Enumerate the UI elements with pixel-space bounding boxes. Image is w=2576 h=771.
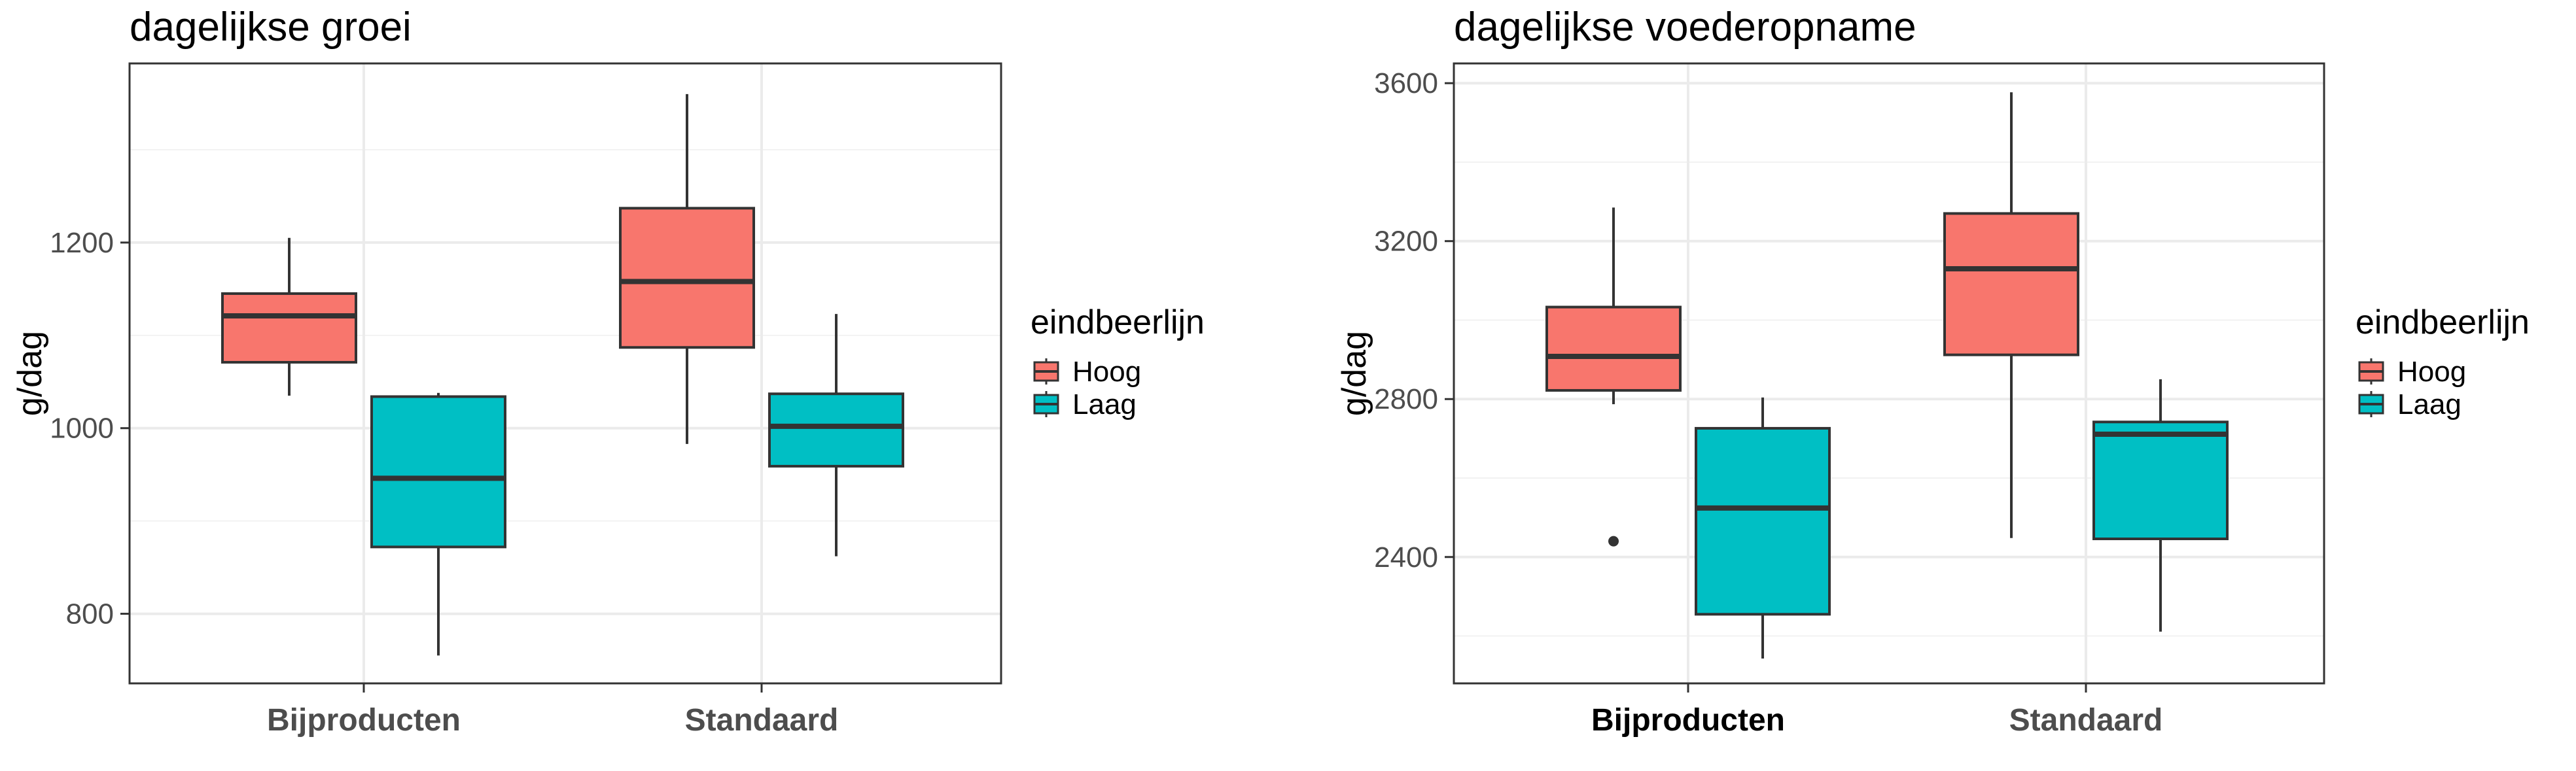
box-laag-standaard	[2092, 379, 2229, 632]
legend-label: Laag	[1072, 388, 1137, 420]
box-hoog-standaard	[619, 94, 755, 444]
box-body	[619, 207, 755, 349]
box-hoog-standaard	[1943, 92, 2079, 538]
box-body	[768, 392, 904, 468]
y-tick-label: 3200	[1374, 226, 1438, 258]
x-tick-label: Standaard	[685, 703, 839, 738]
legend-label: Hoog	[2397, 356, 2466, 388]
y-tick-label: 2400	[1374, 541, 1438, 574]
box-body	[221, 292, 357, 364]
legend-key-laag	[1033, 391, 1059, 417]
y-tick-label: 3600	[1374, 67, 1438, 99]
x-tick-label: Bijproducten	[267, 703, 461, 738]
y-tick-label: 1200	[50, 227, 114, 259]
box-body	[370, 395, 506, 549]
chart-title: dagelijkse voederopname	[1454, 5, 1916, 50]
y-tick-label: 2800	[1374, 383, 1438, 415]
box-body	[1943, 212, 2079, 356]
box-hoog-bijproducten	[221, 237, 357, 396]
box-body	[1695, 426, 1831, 616]
y-tick-label: 800	[66, 598, 114, 630]
chart-title: dagelijkse groei	[130, 5, 412, 50]
box-body	[1545, 305, 1682, 392]
x-tick-label: Bijproducten	[1591, 703, 1785, 738]
legend-label: Laag	[2397, 388, 2461, 420]
outlier-point	[1608, 536, 1619, 547]
box-laag-standaard	[768, 314, 904, 557]
plot-area	[130, 63, 1001, 683]
plot-border	[128, 62, 1002, 685]
chart-panel-1: dagelijkse groei 800 1000 1200 Bijproducten S…	[11, 5, 1205, 738]
y-tick-label: 1000	[50, 413, 114, 445]
box-laag-bijproducten	[1695, 397, 1831, 659]
box-body	[2092, 420, 2229, 541]
plot-border	[1453, 62, 2325, 685]
box-laag-bijproducten	[370, 392, 506, 656]
legend-title: eindbeerlijn	[1031, 303, 1205, 341]
y-axis-label: g/dag	[1335, 331, 1373, 416]
y-axis-label: g/dag	[11, 331, 49, 416]
legend-key-hoog	[1033, 358, 1059, 385]
legend-key-hoog	[2358, 358, 2384, 385]
legend-title: eindbeerlijn	[2355, 303, 2530, 341]
legend-label: Hoog	[1072, 356, 1141, 388]
legend-key-laag	[2358, 391, 2384, 417]
x-tick-label: Standaard	[2009, 703, 2163, 738]
chart-panel-2: dagelijkse voederopname 2400 2800 3200 3600 B…	[1335, 5, 2530, 738]
box-hoog-bijproducten	[1545, 207, 1682, 547]
